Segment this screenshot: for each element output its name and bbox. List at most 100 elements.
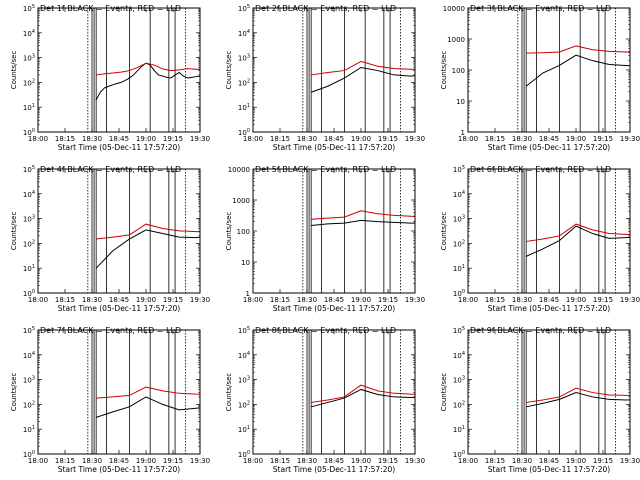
y-tick-label: 103 [238, 54, 250, 63]
x-tick-label: 18:00 [458, 457, 478, 465]
x-tick-label: 18:30 [512, 135, 532, 143]
y-tick-label: 105 [238, 4, 250, 13]
x-tick-label: 18:30 [512, 457, 532, 465]
y-axis-label: Counts/sec [440, 212, 448, 251]
series-lld-line [311, 384, 415, 403]
y-axis-label: Counts/sec [225, 212, 233, 251]
panel-plot-area [87, 8, 200, 132]
x-tick-label: 18:45 [539, 296, 559, 304]
x-tick-label: 18:45 [539, 135, 559, 143]
y-tick-label: 102 [453, 239, 465, 248]
series-lld-line [526, 387, 630, 403]
y-axis-label: Counts/sec [440, 51, 448, 90]
series-events-line [525, 54, 630, 87]
x-tick-label: 19:15 [378, 457, 398, 465]
y-tick-label: 105 [453, 326, 465, 335]
y-tick-label: 103 [238, 376, 250, 385]
plot-frame [252, 168, 416, 294]
y-tick-label: 10000 [443, 5, 465, 13]
y-tick-label: 102 [238, 400, 250, 409]
y-axis-label: Counts/sec [440, 373, 448, 412]
x-tick-label: 19:15 [163, 135, 183, 143]
x-tick-label: 18:15 [485, 296, 505, 304]
x-tick-label: 18:00 [28, 296, 48, 304]
x-tick-label: 19:00 [566, 457, 586, 465]
y-tick-label: 100 [238, 450, 250, 459]
y-tick-label: 103 [23, 54, 35, 63]
panel-plot-area [302, 330, 415, 454]
plot-frame [252, 329, 416, 455]
x-tick-label: 18:15 [55, 457, 75, 465]
series-lld-line [96, 223, 200, 240]
panel-det-7f: Det 7f BLACK = Events, RED = LLD 100 101 10… [10, 326, 210, 474]
y-tick-label: 105 [23, 4, 35, 13]
y-tick-label: 101 [453, 425, 465, 434]
panel-title: Det 7f BLACK = Events, RED = LLD [40, 326, 181, 335]
x-tick-label: 19:15 [163, 296, 183, 304]
x-tick-label: 18:45 [109, 457, 129, 465]
x-axis-label: Start Time (05-Dec-11 17:57:20) [58, 304, 180, 313]
x-tick-label: 19:30 [190, 135, 210, 143]
y-tick-label: 103 [23, 376, 35, 385]
x-tick-label: 19:15 [593, 135, 613, 143]
y-tick-label: 104 [453, 190, 465, 199]
plot-frame [37, 329, 201, 455]
panel-det-4f: Det 4f BLACK = Events, RED = LLD 100 101 10… [10, 165, 210, 313]
x-tick-label: 19:30 [405, 457, 425, 465]
x-tick-label: 18:45 [324, 296, 344, 304]
x-tick-label: 18:00 [28, 135, 48, 143]
y-tick-label: 102 [23, 78, 35, 87]
y-tick-label: 1 [461, 129, 465, 137]
panel-plot-area [87, 169, 200, 293]
y-tick-label: 10 [456, 98, 465, 106]
y-tick-label: 100 [23, 450, 35, 459]
x-tick-label: 18:15 [55, 135, 75, 143]
x-tick-label: 18:15 [485, 457, 505, 465]
series-events-line [526, 392, 630, 408]
x-tick-label: 18:30 [82, 457, 102, 465]
y-axis-label: Counts/sec [10, 212, 18, 251]
y-tick-label: 101 [238, 103, 250, 112]
x-tick-label: 18:15 [55, 296, 75, 304]
x-tick-label: 18:15 [485, 135, 505, 143]
y-tick-label: 104 [23, 190, 35, 199]
series-events-line [95, 229, 200, 269]
y-tick-label: 100 [237, 228, 250, 236]
panel-title: Det 9f BLACK = Events, RED = LLD [470, 326, 611, 335]
y-tick-label: 10 [241, 259, 250, 267]
panel-det-9f: Det 9f BLACK = Events, RED = LLD 100 101 10… [440, 326, 640, 474]
series-lld-line [311, 210, 415, 220]
x-tick-label: 18:00 [458, 135, 478, 143]
x-tick-label: 19:15 [593, 457, 613, 465]
x-tick-label: 19:15 [378, 296, 398, 304]
x-axis-label: Start Time (05-Dec-11 17:57:20) [488, 465, 610, 474]
panel-det-2f: Det 2f BLACK = Events, RED = LLD 100 101 10… [225, 4, 425, 152]
x-axis-label: Start Time (05-Dec-11 17:57:20) [488, 143, 610, 152]
y-axis-label: Counts/sec [225, 373, 233, 412]
x-tick-label: 18:00 [458, 296, 478, 304]
panel-title: Det 6f BLACK = Events, RED = LLD [470, 165, 611, 174]
x-tick-label: 19:00 [136, 457, 156, 465]
panel-det-5f: Det 5f BLACK = Events, RED = LLD 1 10 100 10… [225, 165, 425, 313]
x-tick-label: 18:30 [297, 135, 317, 143]
x-tick-label: 19:00 [136, 135, 156, 143]
panel-title: Det 5f BLACK = Events, RED = LLD [255, 165, 396, 174]
y-tick-label: 101 [23, 264, 35, 273]
y-tick-label: 100 [23, 128, 35, 137]
panel-plot-area [517, 8, 630, 132]
y-tick-label: 101 [23, 103, 35, 112]
x-tick-label: 18:30 [82, 296, 102, 304]
panel-det-1f: Det 1f BLACK = Events, RED = LLD 100 101 10… [10, 4, 210, 152]
panel-plot-area [302, 169, 415, 293]
y-tick-label: 103 [453, 376, 465, 385]
x-tick-label: 19:15 [378, 135, 398, 143]
y-tick-label: 102 [23, 400, 35, 409]
series-lld-line [311, 60, 415, 76]
y-tick-label: 100 [452, 67, 465, 75]
x-tick-label: 18:00 [243, 296, 263, 304]
y-tick-label: 104 [238, 351, 250, 360]
y-tick-label: 103 [23, 215, 35, 224]
plot-frame [252, 7, 416, 133]
panel-det-3f: Det 3f BLACK = Events, RED = LLD 1 10 100 10… [440, 4, 640, 152]
